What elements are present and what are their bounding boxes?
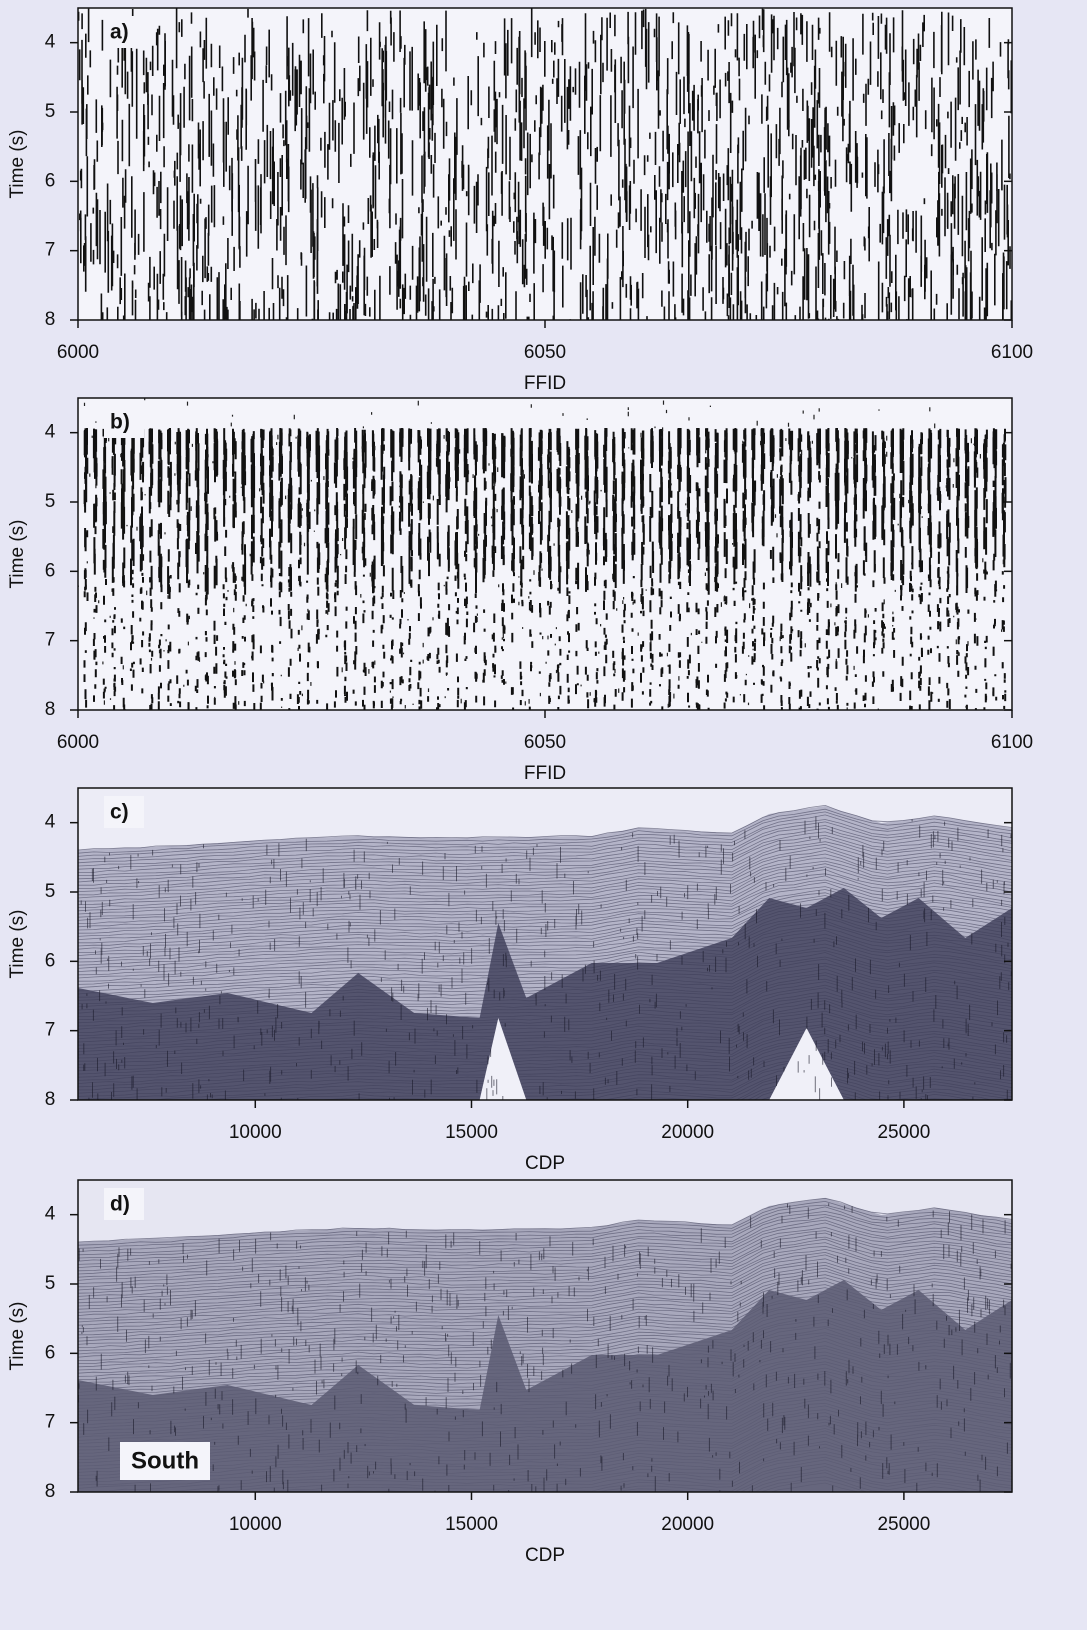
- annotation: South: [131, 1447, 199, 1474]
- x-tick-label: 25000: [877, 1514, 930, 1535]
- x-tick-label: 10000: [229, 1514, 282, 1535]
- x-tick-label: 10000: [229, 1122, 282, 1143]
- seismic-section: [78, 1180, 1012, 1527]
- page: {"chart_data": [ {"type": "seismic", "pa…: [0, 0, 1087, 1630]
- panel-label: d): [110, 1193, 130, 1216]
- y-tick-label: 8: [45, 1089, 56, 1110]
- y-tick-label: 8: [45, 1481, 56, 1502]
- y-tick-label: 6: [45, 1342, 56, 1363]
- y-tick-label: 8: [45, 309, 56, 330]
- y-axis-label: Time (s): [7, 520, 28, 589]
- y-tick-label: 4: [45, 1204, 56, 1225]
- seismic-section: [78, 398, 1012, 719]
- y-tick-label: 7: [45, 240, 56, 261]
- y-tick-label: 5: [45, 1273, 56, 1294]
- panel-label: b): [110, 411, 130, 434]
- panel-label: a): [110, 21, 129, 44]
- x-tick-label: 6100: [991, 732, 1033, 753]
- y-tick-label: 6: [45, 560, 56, 581]
- figure: 45678600060506100FFIDTime (s)a)456786000…: [0, 0, 1087, 1630]
- x-tick-label: 6050: [524, 732, 566, 753]
- y-tick-label: 6: [45, 170, 56, 191]
- y-tick-label: 5: [45, 881, 56, 902]
- y-axis-label: Time (s): [7, 910, 28, 979]
- panel: 4 5 6 7 8 10000 15000 20000 25000 CDP Time (s) c): [7, 788, 1012, 1174]
- x-tick-label: 20000: [661, 1514, 714, 1535]
- y-tick-label: 6: [45, 950, 56, 971]
- x-tick-label: 6000: [57, 732, 99, 753]
- seismic-section: [78, 788, 1012, 1135]
- panel: 4 5 6 7 8 10000 15000 20000 25000 CDP Time (s) d) So…: [7, 1180, 1012, 1566]
- y-tick-label: 4: [45, 422, 56, 443]
- y-tick-label: 4: [45, 812, 56, 833]
- y-tick-label: 8: [45, 699, 56, 720]
- x-tick-label: 6050: [524, 342, 566, 363]
- y-tick-label: 5: [45, 491, 56, 512]
- x-axis-label: FFID: [524, 373, 566, 394]
- y-tick-label: 5: [45, 101, 56, 122]
- x-tick-label: 20000: [661, 1122, 714, 1143]
- x-tick-label: 6000: [57, 342, 99, 363]
- x-tick-label: 15000: [445, 1122, 498, 1143]
- x-tick-label: 15000: [445, 1514, 498, 1535]
- y-axis-label: Time (s): [7, 1302, 28, 1371]
- x-axis-label: CDP: [525, 1545, 565, 1566]
- x-axis-label: CDP: [525, 1153, 565, 1174]
- y-axis-label: Time (s): [7, 130, 28, 199]
- y-tick-label: 4: [45, 32, 56, 53]
- x-tick-label: 6100: [991, 342, 1033, 363]
- x-axis-label: FFID: [524, 763, 566, 784]
- y-tick-label: 7: [45, 1412, 56, 1433]
- y-tick-label: 7: [45, 630, 56, 651]
- panel-label: c): [110, 801, 129, 824]
- y-tick-label: 7: [45, 1020, 56, 1041]
- x-tick-label: 25000: [877, 1122, 930, 1143]
